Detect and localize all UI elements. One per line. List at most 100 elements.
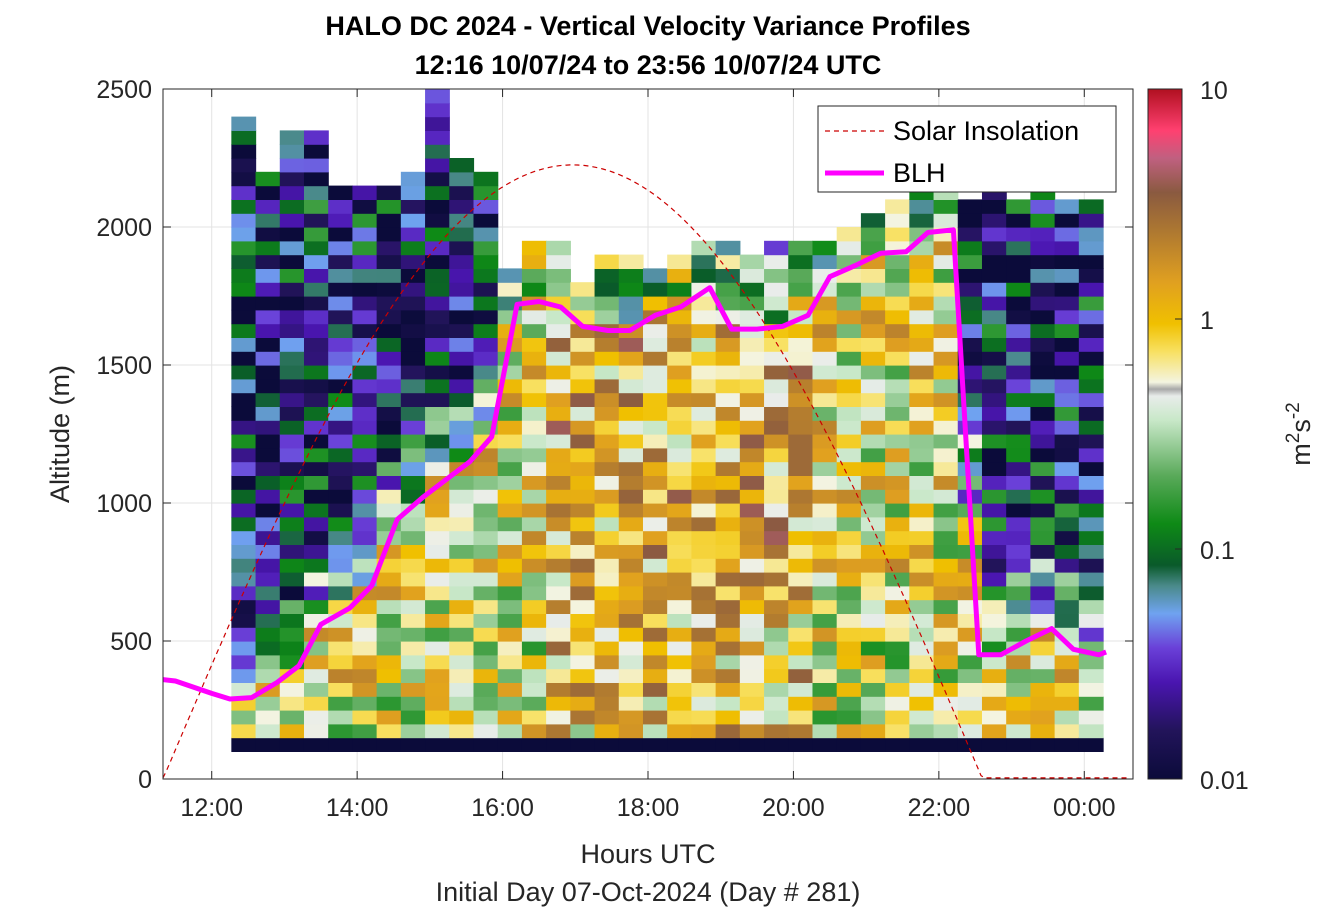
heatmap-cell bbox=[885, 682, 910, 697]
heatmap-cell bbox=[376, 227, 402, 242]
heatmap-cell bbox=[449, 627, 475, 642]
heatmap-cell bbox=[352, 654, 378, 670]
heatmap-cell bbox=[618, 530, 644, 545]
heatmap-cell bbox=[473, 392, 499, 407]
heatmap-cell bbox=[255, 351, 281, 366]
x-axis-label: Hours UTC bbox=[580, 839, 715, 869]
heatmap-cell bbox=[546, 613, 571, 628]
heatmap-cell bbox=[473, 668, 499, 683]
heatmap-cell bbox=[303, 185, 329, 200]
heatmap-cell bbox=[1030, 682, 1056, 697]
heatmap-cell bbox=[570, 282, 596, 297]
heatmap-cell bbox=[836, 282, 862, 297]
heatmap-cell bbox=[957, 213, 983, 228]
heatmap-cell bbox=[788, 737, 814, 752]
heatmap-cell bbox=[1006, 489, 1032, 504]
heatmap-cell bbox=[933, 296, 959, 311]
heatmap-cell bbox=[1054, 516, 1080, 532]
heatmap-cell bbox=[255, 641, 281, 656]
heatmap-cell bbox=[764, 654, 789, 670]
heatmap-cell bbox=[1030, 558, 1056, 573]
heatmap-cell bbox=[546, 710, 571, 725]
heatmap-cell bbox=[885, 282, 910, 297]
heatmap-cell bbox=[909, 420, 935, 435]
heatmap-cell bbox=[546, 641, 571, 656]
heatmap-cell bbox=[957, 447, 983, 463]
heatmap-cell bbox=[376, 199, 402, 214]
heatmap-cell bbox=[279, 227, 305, 242]
heatmap-cell bbox=[425, 434, 450, 449]
heatmap-cell bbox=[279, 572, 305, 587]
heatmap-cell bbox=[594, 254, 620, 269]
heatmap-cell bbox=[981, 627, 1007, 642]
heatmap-cell bbox=[279, 392, 305, 407]
heatmap-cell bbox=[352, 641, 378, 656]
heatmap-cell bbox=[642, 572, 668, 587]
heatmap-cell bbox=[231, 668, 257, 683]
solar-insolation-line bbox=[163, 164, 1131, 779]
heatmap-cell bbox=[376, 668, 402, 683]
heatmap-cell bbox=[425, 682, 450, 697]
heatmap-cell bbox=[570, 351, 596, 366]
heatmap-cell bbox=[546, 392, 571, 407]
heatmap-cell bbox=[981, 392, 1007, 407]
heatmap-cell bbox=[449, 682, 475, 697]
heatmap-cell bbox=[788, 696, 814, 711]
heatmap-cell bbox=[328, 544, 354, 559]
heatmap-cell bbox=[1006, 516, 1032, 532]
heatmap-cell bbox=[618, 461, 644, 476]
heatmap-cell bbox=[255, 668, 281, 683]
heatmap-cell bbox=[836, 296, 862, 311]
heatmap-cell bbox=[836, 461, 862, 476]
heatmap-cell bbox=[691, 309, 717, 325]
heatmap-cell bbox=[449, 268, 475, 283]
heatmap-cell bbox=[1078, 406, 1104, 421]
heatmap-cell bbox=[570, 503, 596, 518]
heatmap-cell bbox=[376, 378, 402, 394]
heatmap-cell bbox=[303, 144, 329, 159]
heatmap-cell bbox=[376, 268, 402, 283]
heatmap-cell bbox=[909, 296, 935, 311]
heatmap-cell bbox=[933, 613, 959, 628]
heatmap-cell bbox=[788, 613, 814, 628]
heatmap-cell bbox=[473, 572, 499, 587]
heatmap-cell bbox=[473, 282, 499, 297]
heatmap-cell bbox=[788, 710, 814, 725]
heatmap-cell bbox=[279, 558, 305, 573]
heatmap-cell bbox=[352, 737, 378, 752]
heatmap-cell bbox=[981, 572, 1007, 587]
heatmap-cell bbox=[909, 434, 935, 449]
heatmap-cell bbox=[764, 668, 789, 683]
heatmap-cell bbox=[1054, 682, 1080, 697]
heatmap-cell bbox=[1030, 434, 1056, 449]
heatmap-cell bbox=[303, 199, 329, 214]
heatmap-cell bbox=[231, 392, 257, 407]
heatmap-cell bbox=[1078, 475, 1104, 490]
legend-solar-label: Solar Insolation bbox=[893, 116, 1079, 146]
heatmap-cell bbox=[836, 558, 862, 573]
heatmap-cell bbox=[715, 613, 741, 628]
heatmap-cell bbox=[618, 392, 644, 407]
heatmap-cell bbox=[255, 572, 281, 587]
heatmap-cell bbox=[1030, 723, 1056, 739]
heatmap-cell bbox=[400, 599, 426, 614]
heatmap-cell bbox=[255, 599, 281, 614]
heatmap-cell bbox=[909, 585, 935, 601]
heatmap-cell bbox=[667, 627, 693, 642]
heatmap-cell bbox=[860, 213, 886, 228]
heatmap-cell bbox=[667, 737, 693, 752]
heatmap-cell bbox=[352, 682, 378, 697]
heatmap-cell bbox=[376, 737, 402, 752]
heatmap-cell bbox=[425, 572, 450, 587]
heatmap-cell bbox=[788, 585, 814, 601]
heatmap-cell bbox=[933, 503, 959, 518]
heatmap-cell bbox=[303, 213, 329, 228]
heatmap-cell bbox=[618, 723, 644, 739]
heatmap-cell bbox=[400, 378, 426, 394]
heatmap-cell bbox=[739, 365, 765, 380]
chart-title-line2: 12:16 10/07/24 to 23:56 10/07/24 UTC bbox=[415, 50, 882, 80]
x-tick-label: 00:00 bbox=[1053, 794, 1116, 822]
heatmap-cell bbox=[594, 641, 620, 656]
